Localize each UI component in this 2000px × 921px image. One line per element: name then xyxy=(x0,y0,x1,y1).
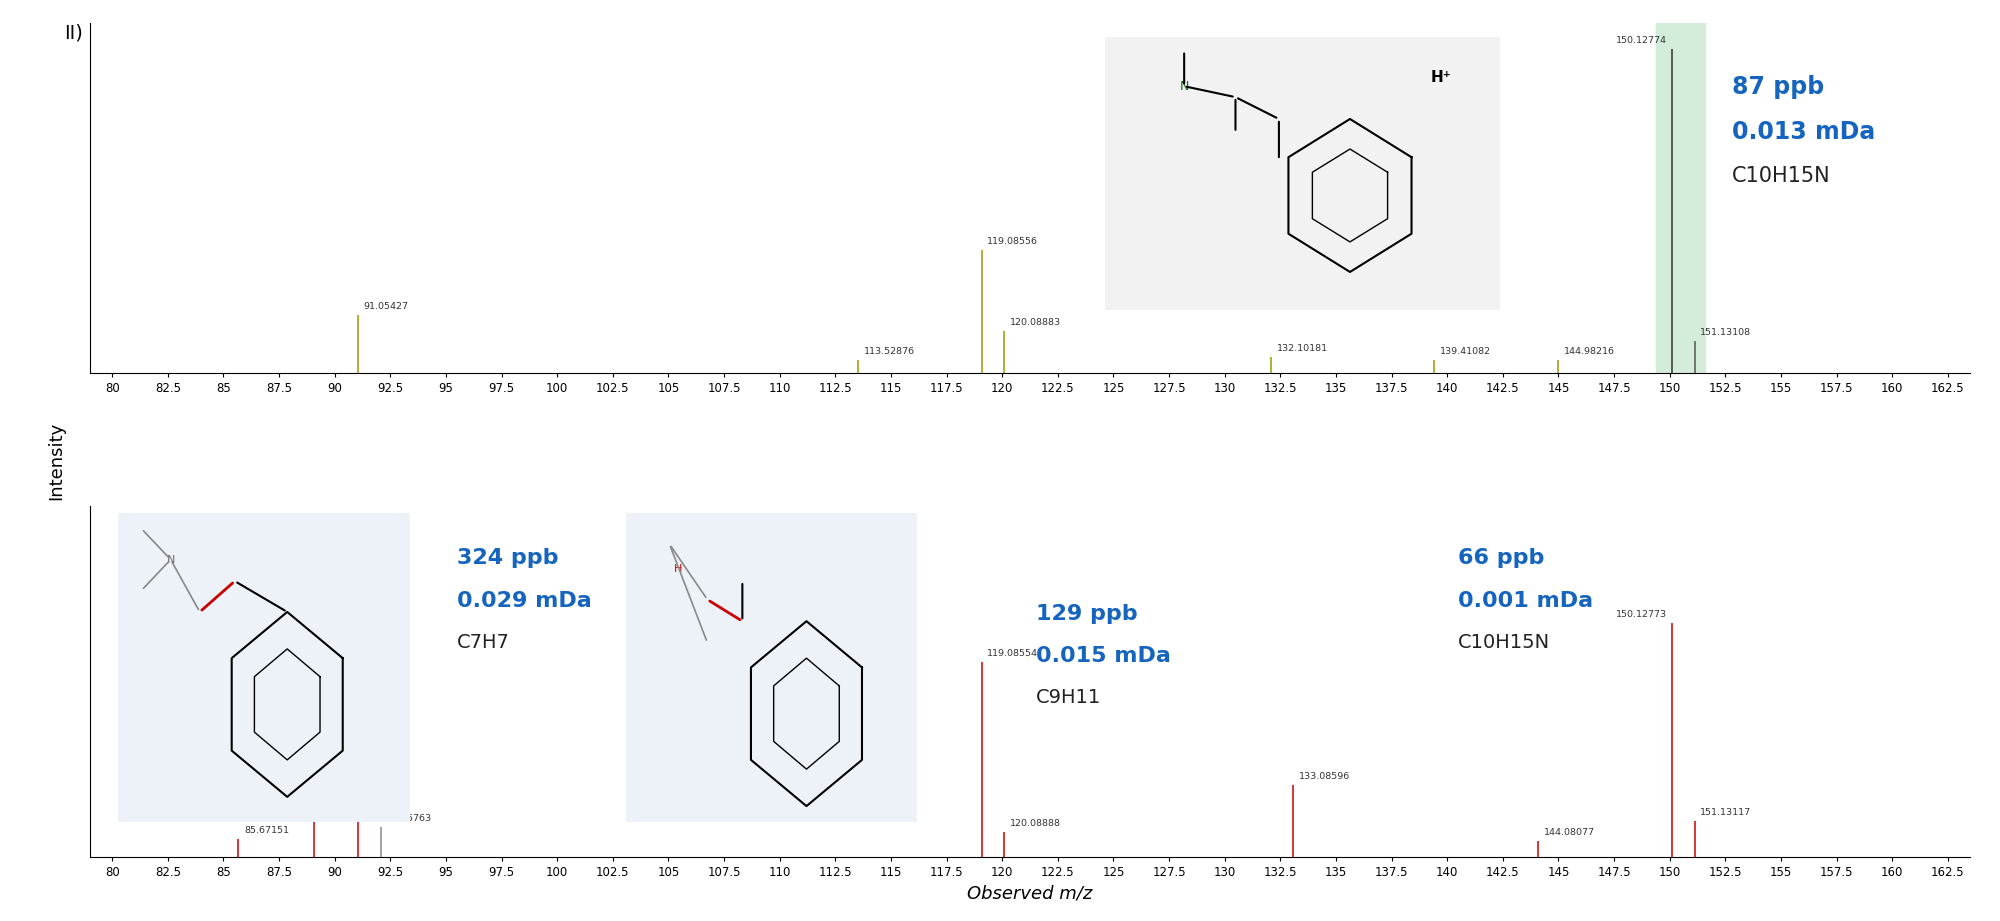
Text: 0.001 mDa: 0.001 mDa xyxy=(1458,590,1594,611)
Text: 150.12774: 150.12774 xyxy=(1616,36,1666,45)
X-axis label: Observed m/z: Observed m/z xyxy=(968,884,1092,902)
Text: Intensity: Intensity xyxy=(48,422,64,499)
Text: 151.13108: 151.13108 xyxy=(1700,328,1752,337)
Text: 139.41082: 139.41082 xyxy=(1440,347,1490,356)
Text: 92.05763: 92.05763 xyxy=(386,814,432,823)
Text: 144.08077: 144.08077 xyxy=(1544,828,1594,837)
Text: 85.67151: 85.67151 xyxy=(244,826,288,834)
Text: 132.10181: 132.10181 xyxy=(1276,344,1328,353)
Text: 113.52876: 113.52876 xyxy=(864,347,914,356)
Text: C10H15N: C10H15N xyxy=(1732,166,1830,186)
Text: 66 ppb: 66 ppb xyxy=(1458,549,1544,568)
Text: II): II) xyxy=(64,23,82,42)
Text: 119.08554: 119.08554 xyxy=(988,649,1038,659)
Text: 91.05426: 91.05426 xyxy=(364,519,408,529)
Text: 150.12773: 150.12773 xyxy=(1616,611,1666,619)
Text: 324 ppb: 324 ppb xyxy=(458,549,558,568)
Text: 0.013 mDa: 0.013 mDa xyxy=(1732,121,1876,145)
Text: 89.05975: 89.05975 xyxy=(320,801,364,810)
Text: 151.13117: 151.13117 xyxy=(1700,808,1752,817)
Text: 120.08888: 120.08888 xyxy=(1010,820,1060,828)
Bar xyxy=(1656,23,1706,373)
Text: 91.05427: 91.05427 xyxy=(364,302,408,311)
Text: C9H11: C9H11 xyxy=(1036,688,1100,707)
Text: 87 ppb: 87 ppb xyxy=(1732,75,1824,99)
Text: 144.98216: 144.98216 xyxy=(1564,347,1614,356)
Text: 120.08883: 120.08883 xyxy=(1010,318,1060,327)
Text: 119.08556: 119.08556 xyxy=(988,237,1038,246)
Text: 0.029 mDa: 0.029 mDa xyxy=(458,590,592,611)
Text: 129 ppb: 129 ppb xyxy=(1036,603,1138,624)
Text: 0.015 mDa: 0.015 mDa xyxy=(1036,646,1170,666)
Text: C10H15N: C10H15N xyxy=(1458,633,1550,652)
Text: C7H7: C7H7 xyxy=(458,633,510,652)
Text: 133.08596: 133.08596 xyxy=(1298,773,1350,781)
